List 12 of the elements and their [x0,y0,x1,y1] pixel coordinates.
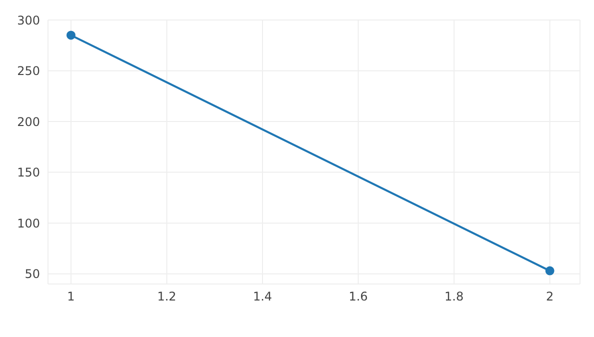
y-tick-label: 100 [17,216,40,230]
y-tick-label: 200 [17,114,40,129]
x-tick-label: 2 [546,290,554,304]
x-tick-label: 1.8 [444,290,464,304]
x-tick-label: 1.4 [252,290,272,304]
y-tick-label: 150 [17,166,40,180]
y-tick-label: 300 [17,13,40,28]
x-tick-label: 1.6 [348,290,368,304]
y-tick-label: 250 [17,64,40,78]
y-tick-label: 50 [24,267,40,282]
x-tick-label: 1.2 [157,290,176,304]
x-tick-label: 1 [67,290,75,304]
